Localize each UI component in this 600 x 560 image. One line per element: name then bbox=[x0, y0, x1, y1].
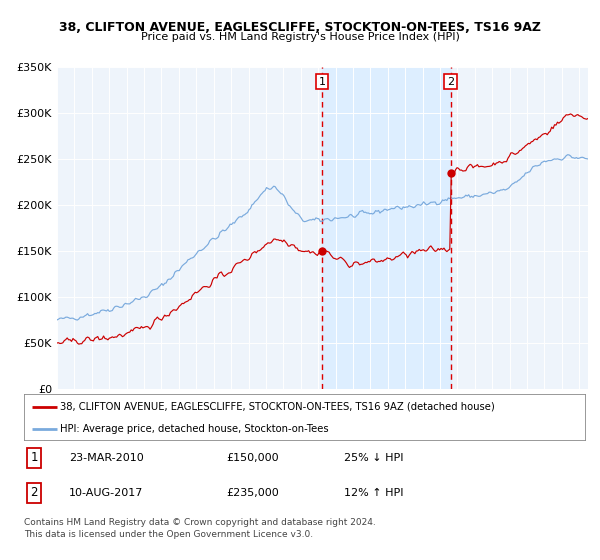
Text: 12% ↑ HPI: 12% ↑ HPI bbox=[344, 488, 403, 498]
Text: Contains HM Land Registry data © Crown copyright and database right 2024.
This d: Contains HM Land Registry data © Crown c… bbox=[24, 518, 376, 539]
Text: 2: 2 bbox=[447, 77, 454, 87]
Text: HPI: Average price, detached house, Stockton-on-Tees: HPI: Average price, detached house, Stoc… bbox=[61, 424, 329, 435]
Text: 38, CLIFTON AVENUE, EAGLESCLIFFE, STOCKTON-ON-TEES, TS16 9AZ (detached house): 38, CLIFTON AVENUE, EAGLESCLIFFE, STOCKT… bbox=[61, 402, 495, 412]
Text: 23-MAR-2010: 23-MAR-2010 bbox=[69, 453, 143, 463]
Text: 38, CLIFTON AVENUE, EAGLESCLIFFE, STOCKTON-ON-TEES, TS16 9AZ: 38, CLIFTON AVENUE, EAGLESCLIFFE, STOCKT… bbox=[59, 21, 541, 34]
Text: 25% ↓ HPI: 25% ↓ HPI bbox=[344, 453, 403, 463]
Text: 1: 1 bbox=[319, 77, 325, 87]
Text: 1: 1 bbox=[31, 451, 38, 464]
Text: £150,000: £150,000 bbox=[226, 453, 278, 463]
Bar bbox=[322, 67, 451, 389]
Text: 2: 2 bbox=[31, 486, 38, 500]
Text: Price paid vs. HM Land Registry's House Price Index (HPI): Price paid vs. HM Land Registry's House … bbox=[140, 32, 460, 42]
Text: 10-AUG-2017: 10-AUG-2017 bbox=[69, 488, 143, 498]
Text: £235,000: £235,000 bbox=[226, 488, 279, 498]
